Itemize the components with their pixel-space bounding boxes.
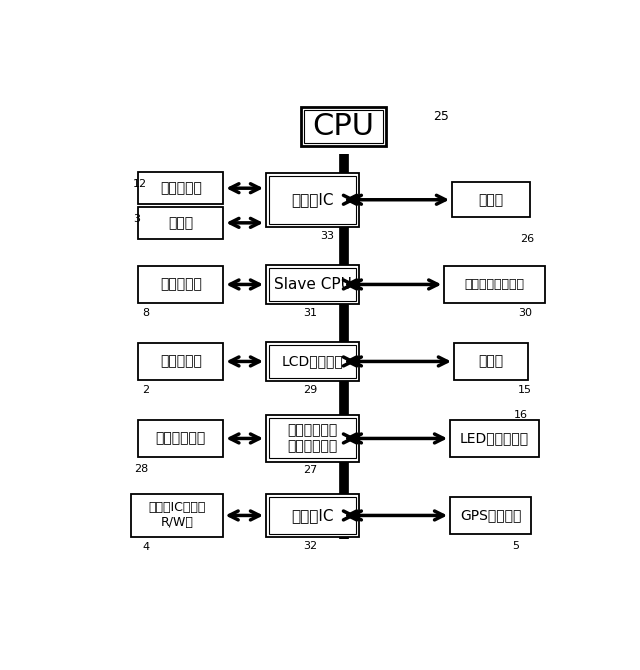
Text: 近距離無線通信部: 近距離無線通信部 <box>465 278 525 291</box>
Text: LCDドライバ: LCDドライバ <box>282 354 344 368</box>
Bar <box>138 266 223 303</box>
Text: 16: 16 <box>514 410 528 420</box>
Bar <box>269 419 356 458</box>
Text: GPSユニット: GPSユニット <box>460 509 522 523</box>
Text: 操作部: 操作部 <box>168 216 193 230</box>
Bar <box>444 266 545 303</box>
Text: 15: 15 <box>518 385 532 395</box>
Text: 液晶表示部: 液晶表示部 <box>160 354 202 368</box>
Text: バッテリ部: バッテリ部 <box>160 181 202 195</box>
Text: 25: 25 <box>433 110 449 123</box>
Bar <box>266 494 359 537</box>
Bar <box>138 172 223 204</box>
Text: 制御用IC: 制御用IC <box>291 508 333 523</box>
Text: タッチパネル: タッチパネル <box>156 431 206 446</box>
Text: 4: 4 <box>142 543 149 552</box>
Text: 32: 32 <box>303 541 317 551</box>
Text: CPU: CPU <box>312 112 374 141</box>
Text: LEDフラッシュ: LEDフラッシュ <box>460 431 529 446</box>
Bar <box>301 107 386 146</box>
Bar <box>266 415 359 462</box>
Text: メモリ: メモリ <box>478 193 503 207</box>
Text: 制御用IC: 制御用IC <box>291 192 333 207</box>
Text: 30: 30 <box>518 308 532 318</box>
Bar <box>138 343 223 380</box>
Text: 12: 12 <box>132 179 147 189</box>
Text: タッチパネル
コントローラ: タッチパネル コントローラ <box>287 423 338 454</box>
Text: Slave CPU: Slave CPU <box>273 277 351 292</box>
Bar <box>452 182 529 217</box>
Bar <box>266 173 359 226</box>
Bar <box>269 268 356 301</box>
Bar <box>266 265 359 304</box>
Bar <box>269 345 356 378</box>
Text: 26: 26 <box>520 234 534 245</box>
Bar <box>304 111 383 143</box>
Text: プリンタ部: プリンタ部 <box>160 277 202 291</box>
Text: 非接触ICカード
R/W部: 非接触ICカード R/W部 <box>148 501 205 529</box>
Text: 2: 2 <box>142 385 149 395</box>
Text: 28: 28 <box>134 464 148 474</box>
Bar <box>450 497 531 534</box>
Bar <box>269 497 356 533</box>
Bar <box>266 342 359 381</box>
Bar <box>131 494 223 537</box>
Bar <box>450 420 539 457</box>
Bar <box>138 206 223 239</box>
Text: 8: 8 <box>142 308 149 318</box>
Bar <box>454 343 527 380</box>
Bar <box>138 420 223 457</box>
Text: カメラ: カメラ <box>478 354 503 368</box>
Text: 5: 5 <box>513 541 520 551</box>
Text: 29: 29 <box>303 385 317 395</box>
Text: 31: 31 <box>303 308 317 318</box>
Text: 3: 3 <box>132 214 140 224</box>
Text: 33: 33 <box>320 230 334 241</box>
Text: 27: 27 <box>303 466 317 476</box>
Bar <box>269 176 356 224</box>
